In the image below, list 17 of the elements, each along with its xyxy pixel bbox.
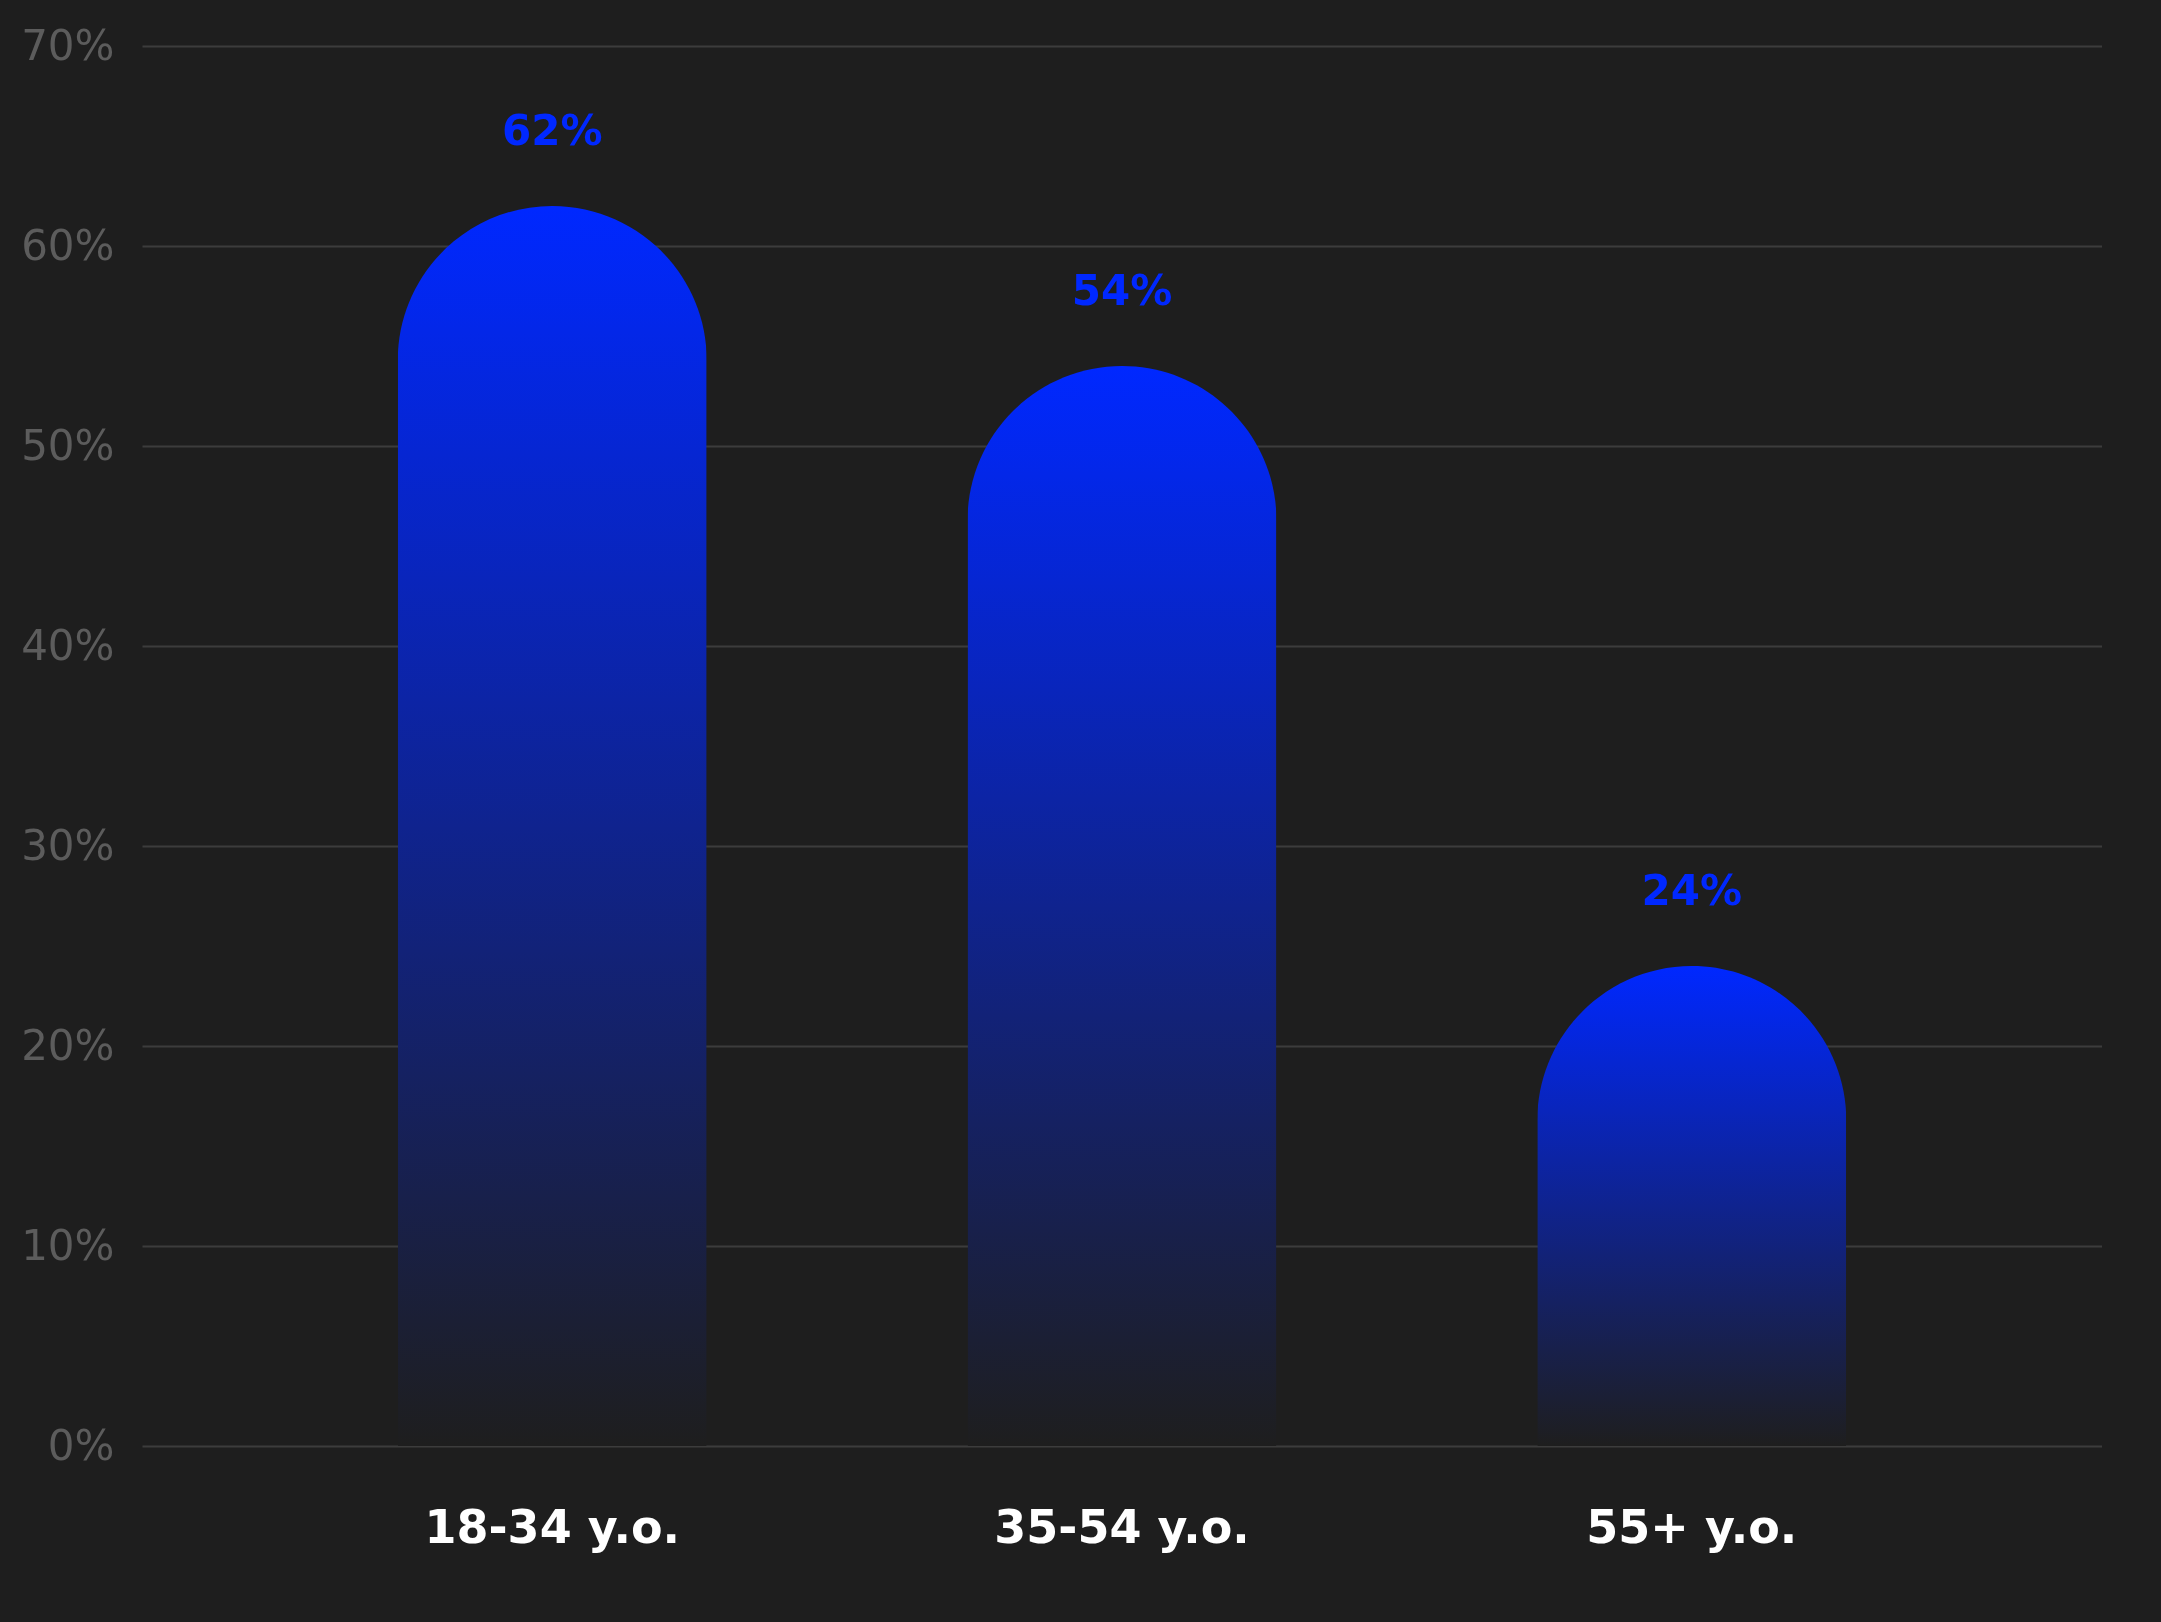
x-tick-label: 18-34 y.o.	[424, 1499, 680, 1554]
y-tick-label: 30%	[21, 820, 115, 870]
y-tick-label: 40%	[21, 620, 115, 670]
data-label: 62%	[501, 106, 603, 155]
y-tick-label: 0%	[47, 1420, 115, 1470]
y-tick-label: 60%	[21, 220, 115, 270]
y-tick-label: 10%	[21, 1220, 115, 1270]
x-tick-label: 55+ y.o.	[1586, 1499, 1798, 1554]
x-tick-label: 35-54 y.o.	[994, 1499, 1250, 1554]
bar	[1537, 966, 1847, 1446]
y-tick-label: 20%	[21, 1020, 115, 1070]
y-tick-label: 70%	[21, 20, 115, 70]
y-tick-label: 50%	[21, 420, 115, 470]
data-label: 24%	[1641, 866, 1743, 915]
data-label: 54%	[1071, 266, 1173, 315]
bar	[397, 206, 707, 1446]
bar	[967, 366, 1277, 1446]
